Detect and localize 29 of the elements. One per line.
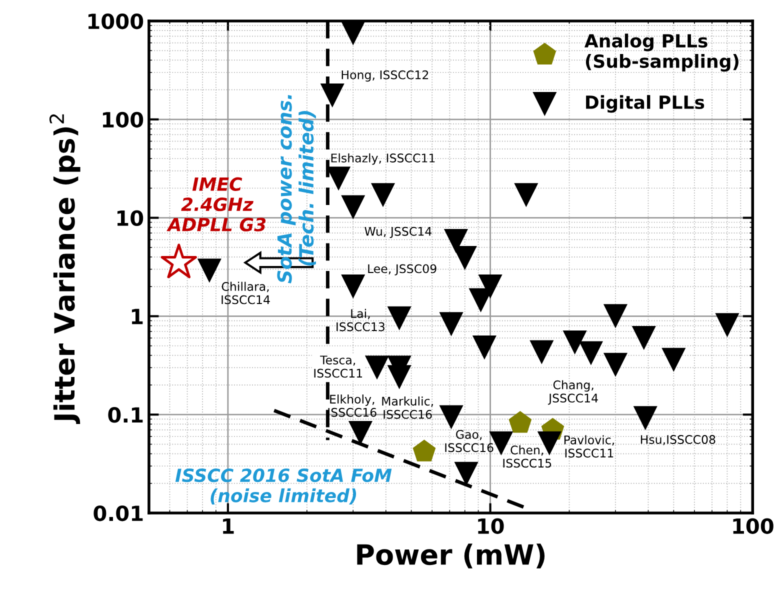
legend-label: Analog PLLs (Sub-sampling) xyxy=(584,34,738,72)
y-tick-label: 0.1 xyxy=(108,407,143,423)
y-tick-label: 10 xyxy=(117,210,144,226)
annotation: ISSCC 2016 SotA FoM (noise limited) xyxy=(175,468,392,505)
x-tick-label: 100 xyxy=(733,518,774,534)
y-tick-label: 100 xyxy=(102,112,144,128)
annotation: Hong, ISSCC12 xyxy=(342,70,428,82)
annotation: Lee, JSSC09 xyxy=(368,264,436,276)
annotation: Hsu,ISSCC08 xyxy=(640,435,716,446)
annotation: SotA power cons. (Tech. limited) xyxy=(277,95,316,284)
x-tick-label: 10 xyxy=(478,518,504,534)
y-tick-label: 1000 xyxy=(88,13,144,30)
y-tick-label: 1 xyxy=(132,308,143,324)
annotation: Chillara, ISSCC14 xyxy=(222,282,270,304)
annotation: Chen, ISSCC15 xyxy=(503,445,552,468)
annotation: Elshazly, ISSCC11 xyxy=(331,153,435,165)
legend-label: Digital PLLs xyxy=(586,95,704,113)
y-tick-label: 0.01 xyxy=(94,505,143,522)
annotation: Markulic, ISSCC16 xyxy=(382,396,433,419)
annotation: Pavlovic, ISSCC11 xyxy=(564,435,614,458)
annotation: Gao, ISSCC16 xyxy=(445,430,494,452)
x-tick-label: 1 xyxy=(223,518,234,534)
x-axis-title: Power (mW) xyxy=(357,544,545,568)
annotation: Tesca, ISSCC11 xyxy=(314,356,362,378)
annotation: Lai, ISSCC13 xyxy=(336,308,384,332)
annotation: IMEC 2.4GHz ADPLL G3 xyxy=(166,177,266,232)
y-axis-title: Jitter Variance (ps)$^{2}$ xyxy=(49,114,80,424)
annotation: Chang, JSSCC14 xyxy=(548,380,598,405)
annotation: Wu, JSSC14 xyxy=(364,226,432,238)
